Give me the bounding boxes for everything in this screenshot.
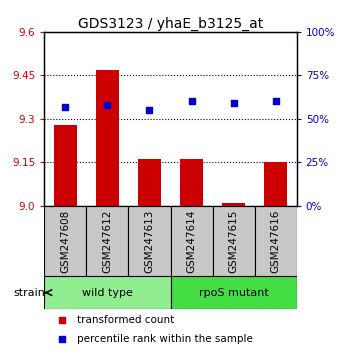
Bar [180,159,203,206]
Text: GSM247612: GSM247612 [102,209,113,273]
Text: GSM247616: GSM247616 [271,209,281,273]
Bar [138,159,161,206]
Bar [212,206,255,276]
Point [59,336,65,341]
Bar [255,206,297,276]
Bar [170,206,212,276]
Text: rpoS mutant: rpoS mutant [199,287,268,298]
Point [231,100,236,106]
Point [189,98,194,104]
Point [63,104,68,109]
Bar [222,203,245,206]
Bar [86,206,129,276]
Point [105,102,110,108]
Text: GSM247614: GSM247614 [187,209,196,273]
Text: GSM247613: GSM247613 [145,209,154,273]
Bar [96,69,119,206]
Text: percentile rank within the sample: percentile rank within the sample [77,333,253,343]
Bar [44,276,170,309]
Text: transformed count: transformed count [77,315,174,325]
Text: strain: strain [13,287,45,298]
Bar [129,206,170,276]
Point [59,317,65,322]
Bar [264,162,287,206]
Text: GSM247608: GSM247608 [60,209,70,273]
Bar [54,125,77,206]
Title: GDS3123 / yhaE_b3125_at: GDS3123 / yhaE_b3125_at [78,17,263,31]
Text: wild type: wild type [82,287,133,298]
Point [273,98,278,104]
Text: GSM247615: GSM247615 [228,209,239,273]
Point [147,107,152,113]
Bar [44,206,86,276]
Bar [170,276,297,309]
